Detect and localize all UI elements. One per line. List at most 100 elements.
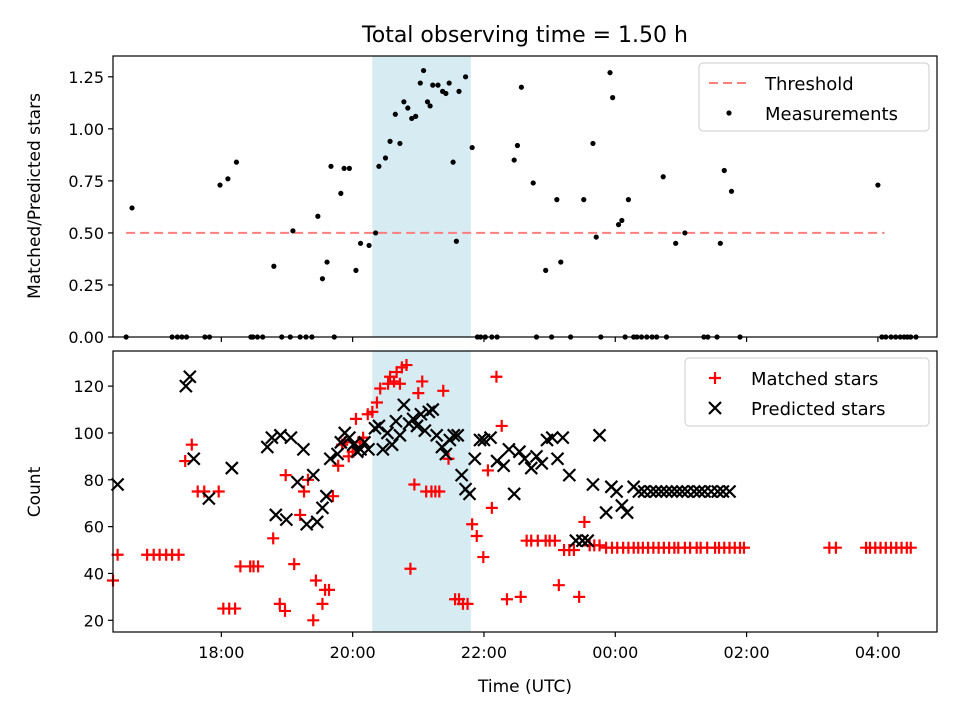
measurement-point bbox=[543, 267, 549, 273]
measurement-point bbox=[728, 188, 735, 194]
matched-star-point bbox=[323, 583, 336, 596]
measurement-point bbox=[530, 180, 536, 186]
predicted-star-point bbox=[418, 423, 432, 438]
matched-star-point bbox=[495, 419, 508, 432]
measurement-point bbox=[217, 182, 223, 188]
legend-label: Matched stars bbox=[751, 369, 878, 390]
matched-star-point bbox=[514, 590, 527, 603]
predicted-star-point bbox=[687, 484, 701, 499]
measurement-point bbox=[456, 88, 462, 94]
legend: Threshold Measurements bbox=[698, 62, 930, 132]
predicted-star-point bbox=[186, 451, 201, 466]
matched-star-point bbox=[461, 597, 474, 610]
matched-star-point bbox=[374, 382, 387, 395]
measurement-point bbox=[315, 213, 321, 219]
measurement-point bbox=[328, 163, 334, 169]
matched-star-point bbox=[466, 518, 479, 531]
predicted-star-point bbox=[580, 533, 595, 548]
y-tick-label: 0.00 bbox=[68, 328, 104, 347]
y-tick-label: 1.25 bbox=[68, 68, 104, 87]
matched-star-point bbox=[442, 452, 455, 465]
measurement-point bbox=[357, 240, 364, 246]
matched-star-point bbox=[212, 485, 225, 498]
predicted-star-point bbox=[315, 501, 330, 515]
predicted-star-point bbox=[524, 461, 539, 475]
x-axis-label: Time (UTC) bbox=[477, 677, 572, 697]
predicted-star-point bbox=[225, 461, 239, 475]
predicted-star-point bbox=[450, 428, 465, 443]
legend: Matched stars Predicted stars bbox=[684, 357, 930, 427]
predicted-star-point bbox=[361, 442, 376, 457]
matched-star-point bbox=[229, 602, 242, 615]
predicted-star-point bbox=[529, 449, 544, 464]
measurement-point bbox=[610, 95, 616, 101]
predicted-star-point bbox=[502, 442, 516, 457]
x-tick-label: 04:00 bbox=[855, 643, 901, 662]
predicted-star-point bbox=[545, 430, 560, 445]
matched-star-point bbox=[567, 544, 580, 557]
y-tick-label: 40 bbox=[84, 564, 104, 583]
matched-star-point bbox=[388, 375, 401, 388]
predicted-star-point bbox=[615, 498, 629, 513]
predicted-star-point bbox=[429, 428, 444, 443]
measurement-point bbox=[660, 174, 666, 180]
predicted-star-point bbox=[446, 428, 461, 443]
matched-star-point bbox=[500, 593, 513, 606]
y-tick-label: 0.50 bbox=[68, 224, 104, 243]
legend-measurement-swatch bbox=[726, 110, 732, 116]
matched-star-point bbox=[904, 541, 917, 554]
predicted-star-point bbox=[462, 487, 477, 501]
predicted-star-point bbox=[575, 533, 590, 548]
predicted-star-point bbox=[609, 484, 624, 499]
y-tick-label: 1.00 bbox=[68, 120, 104, 139]
matched-star-point bbox=[433, 485, 446, 498]
predicted-star-point bbox=[414, 407, 428, 422]
legend-box bbox=[684, 357, 930, 427]
predicted-star-point bbox=[406, 412, 420, 426]
measurement-point bbox=[453, 238, 459, 244]
y-tick-label: 100 bbox=[73, 424, 104, 443]
predicted-star-point bbox=[397, 398, 411, 412]
matched-star-point bbox=[273, 597, 286, 610]
matched-star-point bbox=[370, 396, 383, 409]
predicted-star-point bbox=[439, 447, 453, 461]
matched-star-point bbox=[485, 501, 498, 514]
matched-star-point bbox=[326, 490, 339, 503]
measurement-point bbox=[424, 99, 431, 105]
matched-star-point bbox=[490, 370, 503, 383]
measurement-point bbox=[682, 230, 688, 236]
measurement-point bbox=[554, 197, 560, 203]
predicted-star-point bbox=[722, 484, 737, 499]
predicted-star-point bbox=[562, 468, 577, 482]
matched-star-point bbox=[185, 438, 198, 451]
predicted-star-point bbox=[632, 484, 646, 499]
predicted-star-point bbox=[512, 444, 527, 459]
predicted-star-point bbox=[569, 533, 583, 548]
measurement-point bbox=[430, 82, 436, 88]
x-tick-label: 22:00 bbox=[461, 643, 507, 662]
predicted-star-point bbox=[323, 451, 338, 466]
predicted-star-point bbox=[334, 435, 348, 450]
x-tick-label: 00:00 bbox=[592, 643, 638, 662]
measurement-point bbox=[225, 176, 231, 182]
predicted-star-point bbox=[670, 484, 684, 499]
measurement-point bbox=[462, 74, 469, 80]
matched-star-point bbox=[404, 562, 417, 575]
predicted-star-point bbox=[265, 430, 279, 445]
predicted-star-point bbox=[269, 508, 283, 522]
matched-star-point bbox=[279, 604, 292, 617]
predicted-star-point bbox=[260, 440, 275, 454]
measurement-point bbox=[290, 228, 296, 234]
measurement-point bbox=[514, 142, 521, 149]
y-tick-label: 20 bbox=[84, 611, 104, 630]
measurement-point bbox=[615, 222, 622, 228]
measurement-point bbox=[233, 159, 240, 165]
legend-predicted-swatch bbox=[708, 401, 722, 415]
predicted-star-point bbox=[183, 369, 197, 384]
predicted-star-point bbox=[179, 379, 193, 393]
predicted-star-point bbox=[496, 458, 511, 473]
measurement-point bbox=[271, 263, 277, 269]
measurement-point bbox=[469, 144, 475, 151]
top-panel: Matched/Predicted stars 0.00 0.25 0.50 0.75… bbox=[25, 55, 938, 347]
measurement-point bbox=[405, 105, 411, 111]
